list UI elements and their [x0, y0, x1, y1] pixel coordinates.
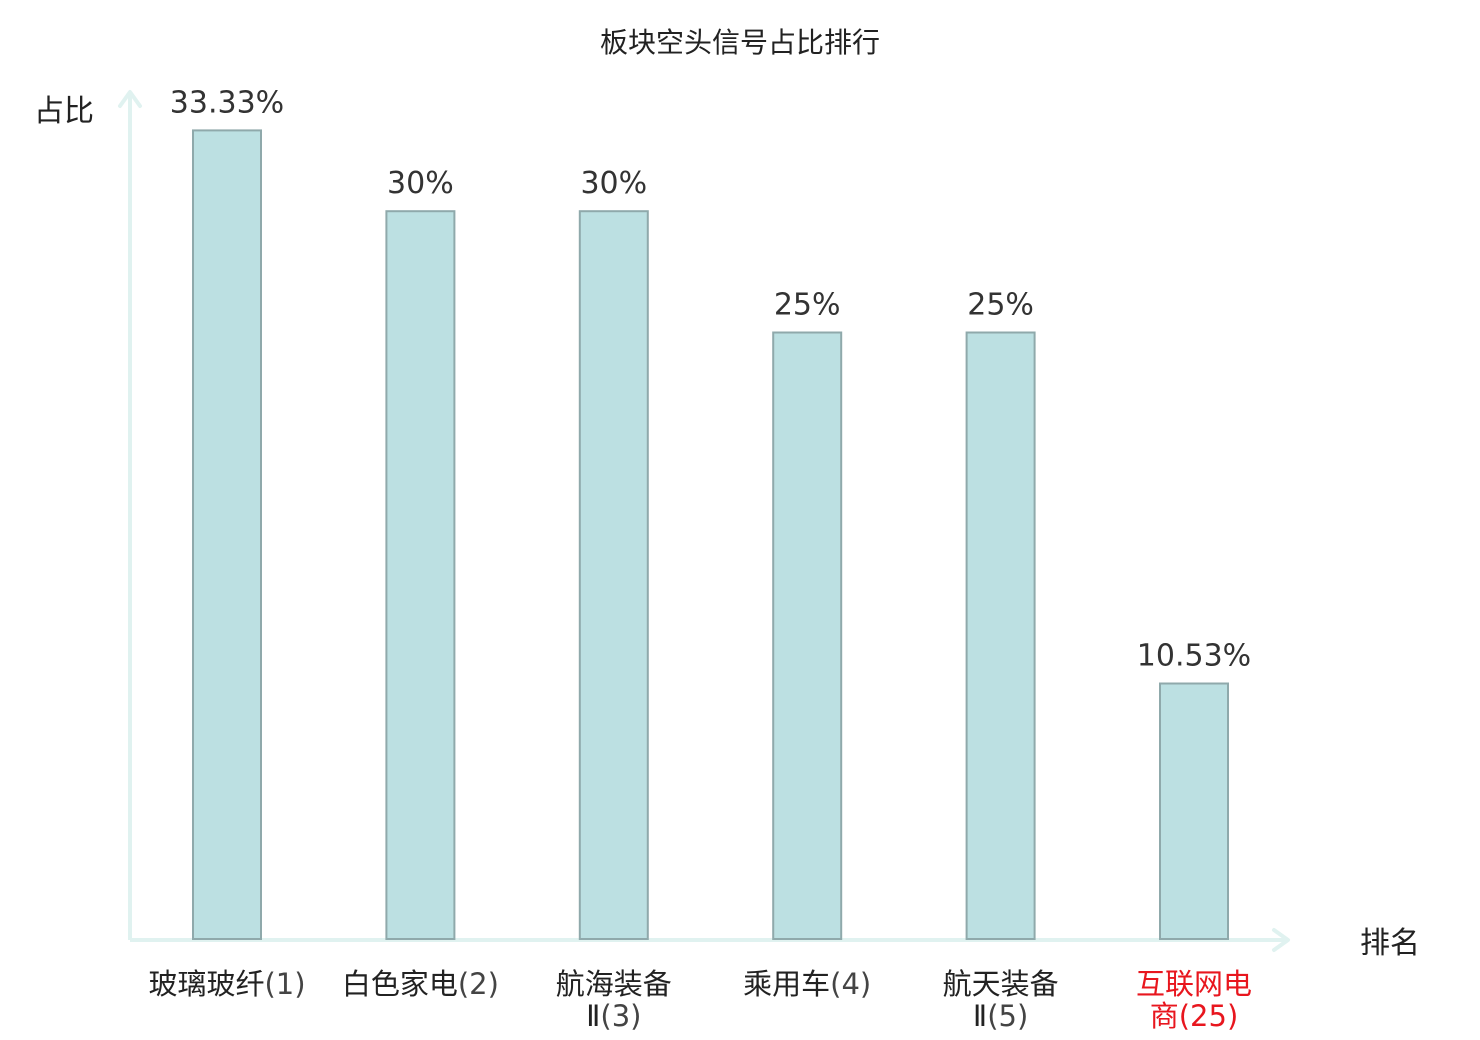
x-axis-label: 排名	[1360, 926, 1420, 961]
bar-5	[965, 331, 1036, 940]
category-label-5-line-1: 航天装备	[943, 967, 1059, 1001]
data-label-4: 25%	[774, 288, 841, 323]
bar-4	[772, 331, 843, 940]
category-label-3-line-2: Ⅱ(3)	[586, 999, 641, 1033]
data-label-2: 30%	[387, 166, 454, 201]
category-label-1: 玻璃玻纤(1)	[148, 967, 305, 1001]
bar-6	[1159, 682, 1229, 940]
category-label-6-line-2: 商(25)	[1150, 999, 1239, 1033]
category-label-2: 白色家电(2)	[342, 967, 499, 1001]
bar-3	[578, 210, 649, 940]
axes	[118, 90, 1290, 952]
data-labels: 33.33% 30% 30% 25% 25% 10.53%	[170, 85, 1251, 673]
data-label-6: 10.53%	[1137, 639, 1251, 674]
x-axis-arrow	[1272, 928, 1290, 952]
category-label-6-line-1: 互联网电	[1136, 967, 1252, 1001]
category-label-4: 乘用车(4)	[743, 967, 871, 1001]
chart-title: 板块空头信号占比排行	[600, 26, 880, 59]
bar-1	[192, 129, 262, 940]
bar-2	[385, 210, 456, 940]
category-label-5-line-2: Ⅱ(5)	[973, 999, 1028, 1033]
data-label-1: 33.33%	[170, 85, 284, 120]
data-label-3: 30%	[580, 166, 647, 201]
category-label-3-line-1: 航海装备	[556, 967, 672, 1001]
y-axis-label: 占比	[34, 94, 94, 129]
data-label-5: 25%	[967, 288, 1034, 323]
bar-series	[192, 129, 1229, 940]
y-axis-arrow	[118, 90, 142, 108]
